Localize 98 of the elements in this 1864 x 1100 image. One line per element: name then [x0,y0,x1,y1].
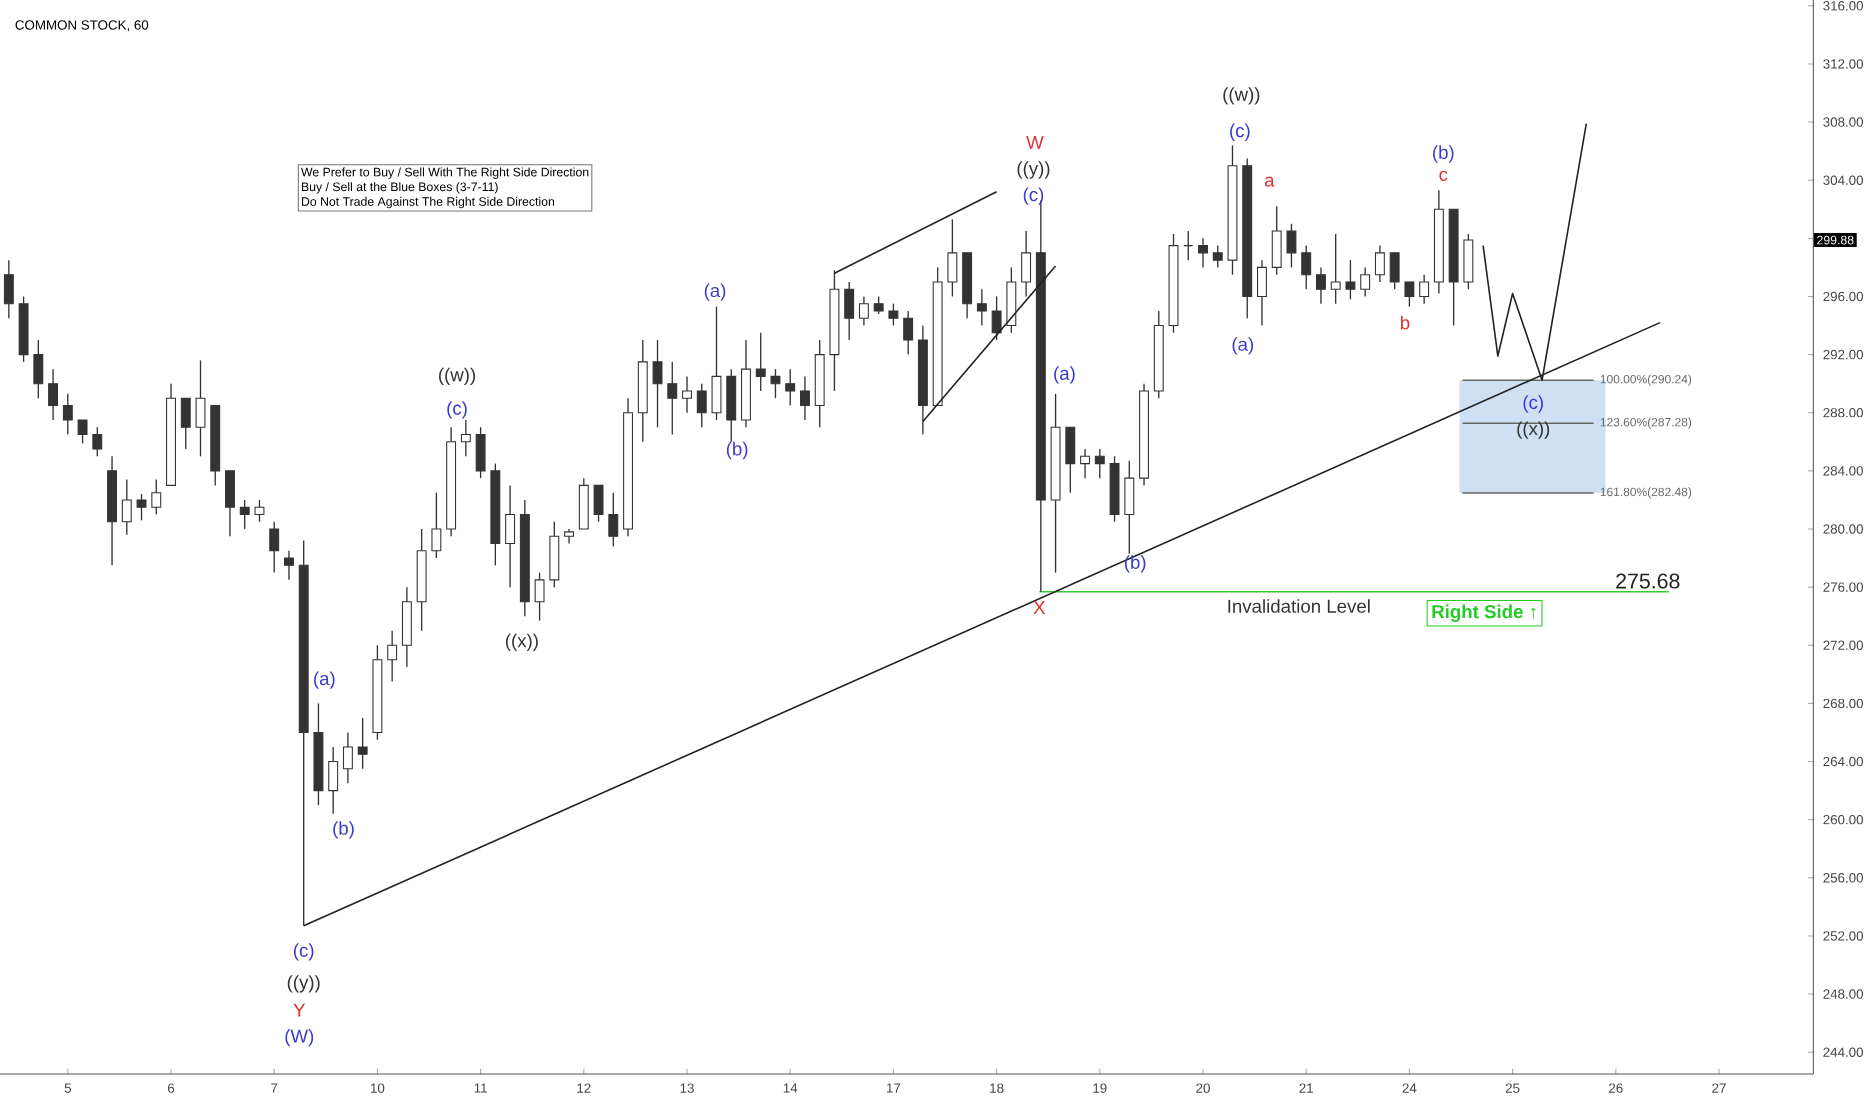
candlestick [77,419,88,444]
candlestick [770,368,781,399]
annotation: b [1401,315,1410,330]
annotation: (b) [1124,555,1146,573]
candlestick [1065,426,1076,494]
candlestick [1021,230,1032,298]
annotation: X [1033,601,1046,614]
candlestick [269,521,280,574]
annotation: Right Side ↑ [1432,604,1536,623]
candlestick [652,339,663,428]
candlestick [3,259,14,319]
annotation: a [1264,176,1275,187]
annotation: (b) [726,441,748,460]
candlestick [136,493,147,521]
annotation: (b) [333,821,354,839]
candlestick [534,571,545,622]
candlestick [1345,259,1356,301]
candlestick [431,491,442,559]
annotation: ((w)) [439,367,476,386]
annotation: (a) [1232,337,1254,355]
candlestick [1301,244,1312,290]
candlestick [1080,448,1091,479]
candlestick [1419,273,1430,305]
candlestick [151,478,162,516]
candlestick [460,419,471,457]
annotation: (c) [293,943,314,961]
candlestick [1212,244,1223,269]
candlestick [564,528,575,545]
ref-line-label: 275.68 [1616,573,1680,589]
candlestick [505,484,516,588]
annotation: W [1026,135,1044,149]
candlestick [947,218,958,298]
candlestick [342,731,353,784]
candlestick [401,586,412,668]
candlestick [1463,233,1474,290]
candlestick [1124,460,1135,555]
candlestick [799,375,810,421]
candlestick [549,521,560,588]
annotation: (a) [314,671,335,689]
candlestick [1389,252,1400,290]
candlestick [1286,223,1297,269]
candlestick [357,717,368,770]
annotation: (c) [1230,123,1250,141]
candlestick [888,303,899,327]
annotation: (c) [1523,395,1543,413]
annotation: (c) [1023,187,1044,205]
annotation: ((x)) [1517,421,1550,439]
candlestick [239,499,250,530]
candlestick [903,310,914,356]
annotation: ((y)) [287,975,320,993]
candlestick [1271,205,1282,276]
candlestick [1360,266,1371,298]
annotation: ((w)) [1223,87,1260,105]
candlestick [92,426,103,457]
annotation: (W) [285,1028,314,1047]
candlestick [62,393,73,436]
candlestick [121,478,132,536]
candlestick [283,550,294,581]
candlestick [976,288,987,327]
candlestick [991,295,1002,341]
candlestick [195,359,206,457]
candlestick [578,477,589,530]
candlestick [1404,281,1415,308]
candlestick [1330,233,1341,305]
candlestick [48,368,59,421]
candlestick [387,630,398,683]
annotation: Invalidation Level [1228,599,1370,613]
annotation: Y [293,1003,306,1017]
candlestick [180,397,191,450]
candlestick [785,368,796,407]
candlestick [254,499,265,523]
candlestick [1315,266,1326,305]
annotation: ((x)) [505,633,538,652]
candlestick [682,375,692,414]
candlestick [711,305,722,421]
candlestick [225,470,235,537]
candlestick [475,426,486,479]
candlestick [608,491,619,548]
annotation: (a) [704,283,726,301]
candlestick [1006,266,1017,334]
candlestick [1374,244,1385,283]
candlestick [33,339,44,399]
candlestick [1094,448,1105,479]
candlestick [593,484,604,523]
candlestick [726,368,737,443]
annotation: (b) [1433,145,1454,163]
annotation: ((y)) [1017,161,1050,179]
candlestick [858,295,869,327]
annotation: (c) [447,401,467,419]
candlestick [696,382,707,428]
candlestick [844,281,855,341]
annotation: (a) [1054,366,1075,384]
candlestick [1198,237,1208,269]
candlestick [1257,259,1267,327]
candlestick [755,332,766,392]
candlestick [328,746,339,815]
candlestick [667,361,678,436]
annotation: c [1439,170,1448,181]
